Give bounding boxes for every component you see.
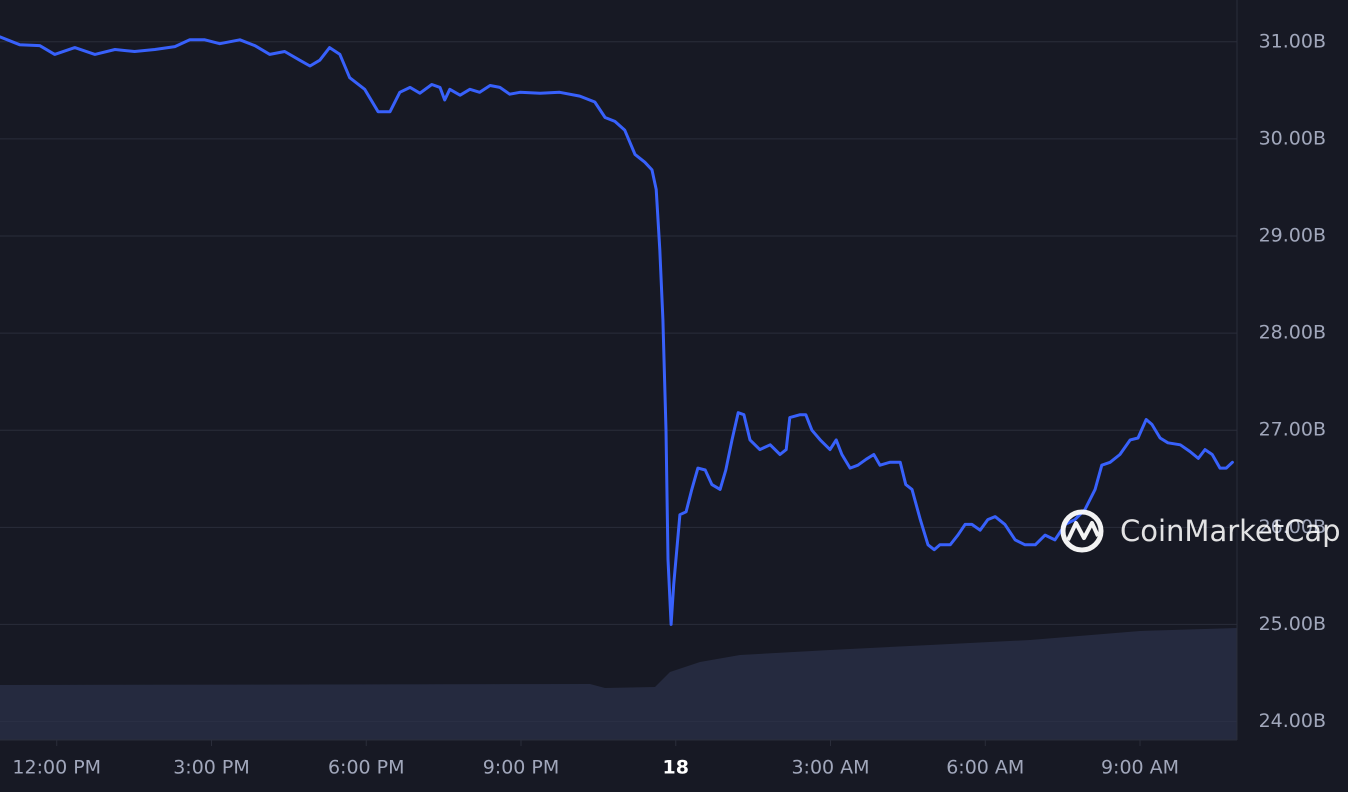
y-tick-label: 28.00B [1259, 322, 1326, 344]
y-tick-label: 30.00B [1259, 127, 1326, 149]
x-tick-label: 3:00 PM [173, 757, 250, 779]
x-tick-label: 12:00 PM [12, 757, 101, 779]
y-tick-label: 29.00B [1259, 224, 1326, 246]
grid-layer [0, 41, 1237, 723]
x-tick-label: 6:00 AM [946, 757, 1024, 779]
y-tick-label: 25.00B [1259, 613, 1326, 635]
y-tick-label: 27.00B [1259, 419, 1326, 441]
x-tick-label: 6:00 PM [328, 757, 405, 779]
x-tick-label: 18 [663, 757, 689, 779]
y-tick-label: 26.00B [1259, 516, 1326, 538]
volume-area [0, 628, 1237, 740]
x-tick-label: 9:00 PM [483, 757, 560, 779]
y-tick-label: 24.00B [1259, 710, 1326, 732]
watermark-logo [1060, 509, 1104, 553]
y-tick-label: 31.00B [1259, 30, 1326, 52]
watermark-logo-mark [1066, 521, 1100, 541]
price-line [0, 35, 1234, 626]
watermark: CoinMarketCap [1060, 509, 1341, 553]
x-tick-label: 9:00 AM [1101, 757, 1179, 779]
watermark-text: CoinMarketCap [1120, 514, 1341, 548]
x-tick-label: 3:00 AM [791, 757, 869, 779]
